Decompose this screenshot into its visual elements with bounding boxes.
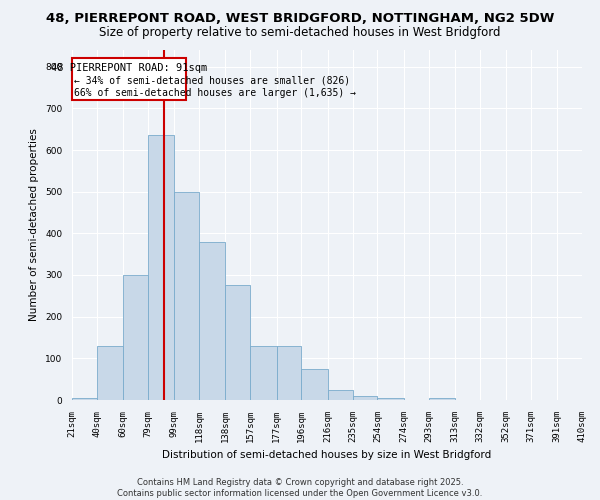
Text: 48 PIERREPONT ROAD: 91sqm: 48 PIERREPONT ROAD: 91sqm	[51, 64, 207, 74]
Bar	[277, 346, 301, 400]
Bar	[174, 192, 199, 400]
Text: 48, PIERREPONT ROAD, WEST BRIDGFORD, NOTTINGHAM, NG2 5DW: 48, PIERREPONT ROAD, WEST BRIDGFORD, NOT…	[46, 12, 554, 26]
Bar	[123, 275, 148, 400]
Bar	[250, 346, 277, 400]
Bar	[72, 398, 97, 400]
Bar	[328, 390, 353, 400]
Text: ← 34% of semi-detached houses are smaller (826): ← 34% of semi-detached houses are smalle…	[74, 76, 350, 86]
FancyBboxPatch shape	[72, 58, 186, 100]
Bar	[301, 369, 328, 400]
X-axis label: Distribution of semi-detached houses by size in West Bridgford: Distribution of semi-detached houses by …	[163, 450, 491, 460]
Y-axis label: Number of semi-detached properties: Number of semi-detached properties	[29, 128, 40, 322]
Bar	[97, 346, 123, 400]
Bar	[377, 398, 404, 400]
Bar	[226, 286, 250, 400]
Bar	[148, 136, 174, 400]
Bar	[199, 242, 226, 400]
Text: Size of property relative to semi-detached houses in West Bridgford: Size of property relative to semi-detach…	[99, 26, 501, 39]
Text: Contains HM Land Registry data © Crown copyright and database right 2025.
Contai: Contains HM Land Registry data © Crown c…	[118, 478, 482, 498]
Text: 66% of semi-detached houses are larger (1,635) →: 66% of semi-detached houses are larger (…	[74, 88, 356, 99]
Bar	[353, 396, 377, 400]
Bar	[428, 398, 455, 400]
